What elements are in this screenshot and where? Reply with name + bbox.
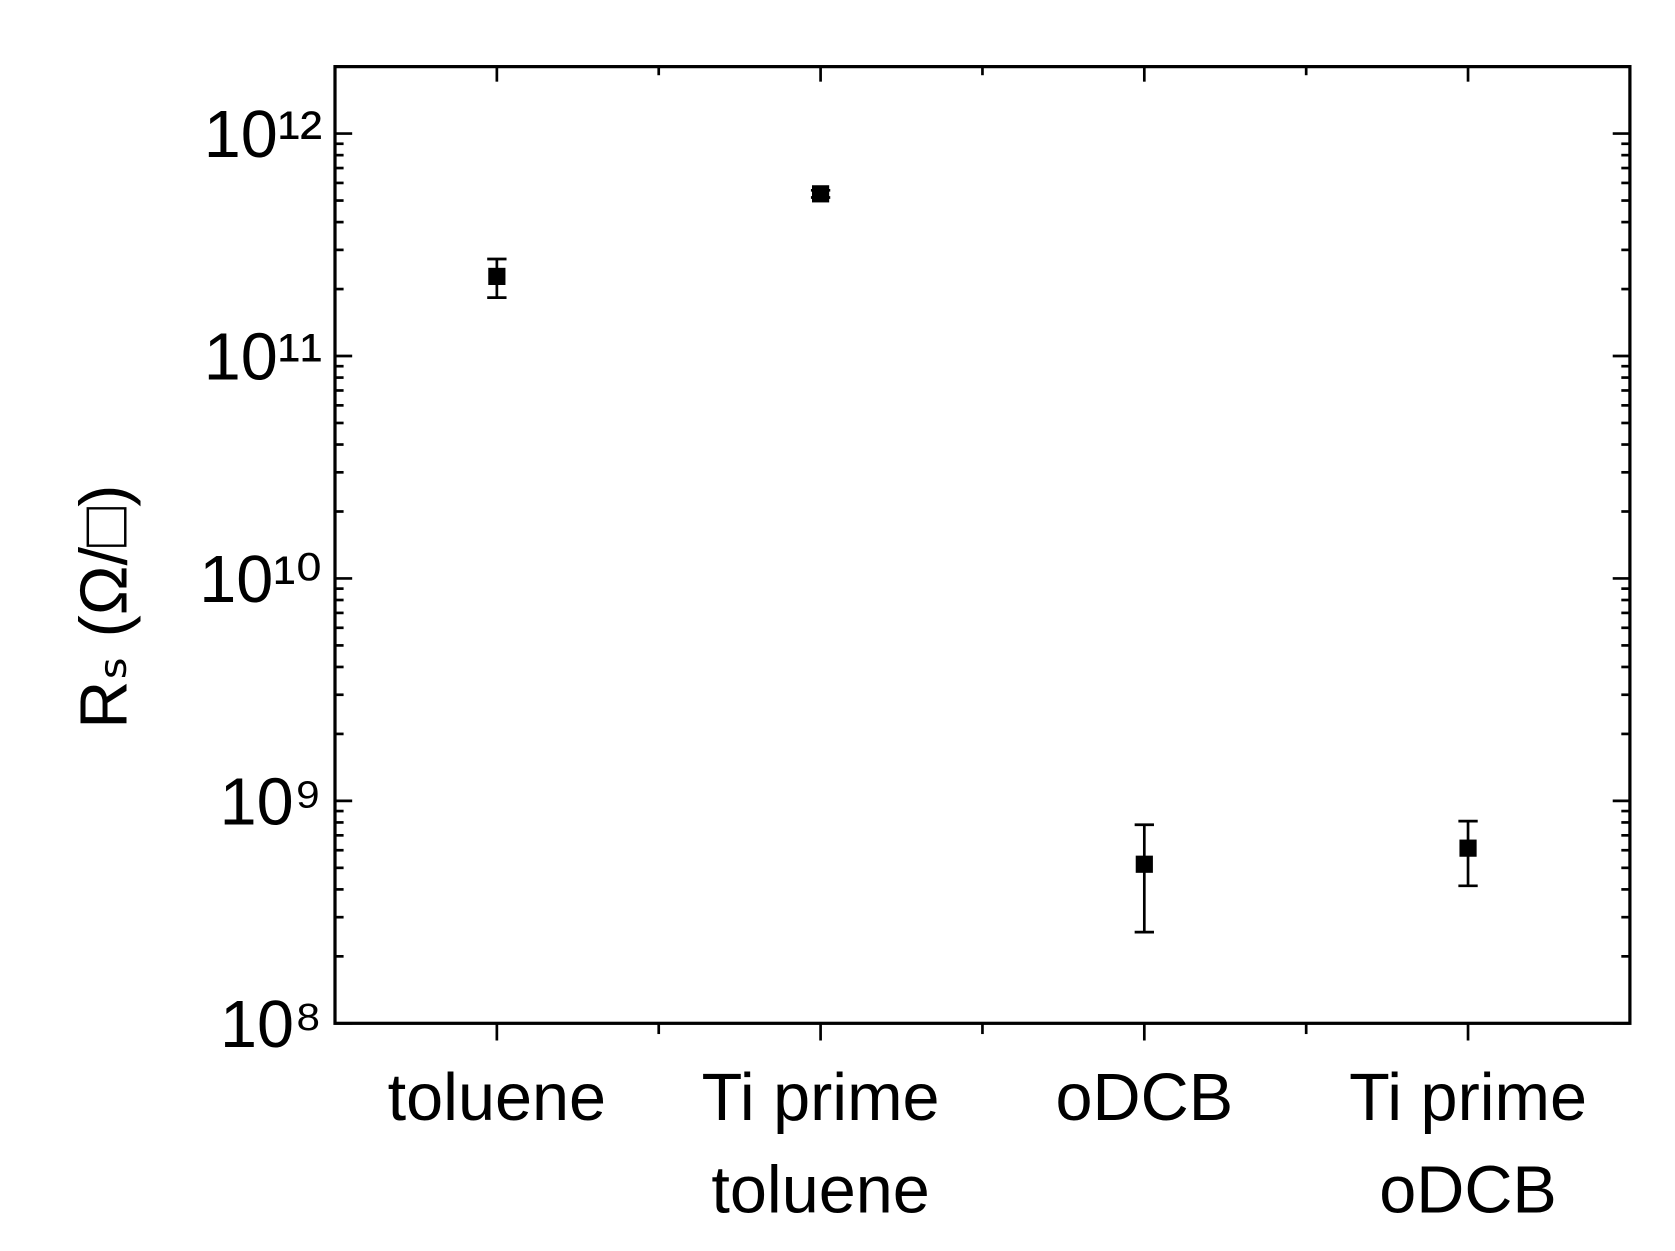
x-tick-label: Ti prime oDCB — [1349, 1061, 1587, 1227]
plot-frame — [333, 65, 1632, 1025]
point — [1459, 839, 1477, 857]
y-tick-label: 10⁸ — [220, 988, 322, 1062]
x-tick-label: Ti prime toluene — [702, 1061, 940, 1227]
error-bar — [1134, 823, 1154, 934]
point — [1135, 855, 1153, 873]
y-tick-label: 10¹⁰ — [199, 543, 322, 617]
x-tick-label: toluene — [388, 1061, 606, 1135]
point — [811, 185, 830, 203]
y-tick-label: 10⁹ — [220, 766, 323, 840]
y-tick-label: 10¹¹ — [204, 321, 322, 395]
x-tick-label: oDCB — [1056, 1061, 1234, 1135]
y-tick-label: 10¹² — [204, 98, 322, 172]
y-axis-label: Rₛ (Ω/□) — [68, 485, 142, 729]
point — [488, 267, 506, 285]
